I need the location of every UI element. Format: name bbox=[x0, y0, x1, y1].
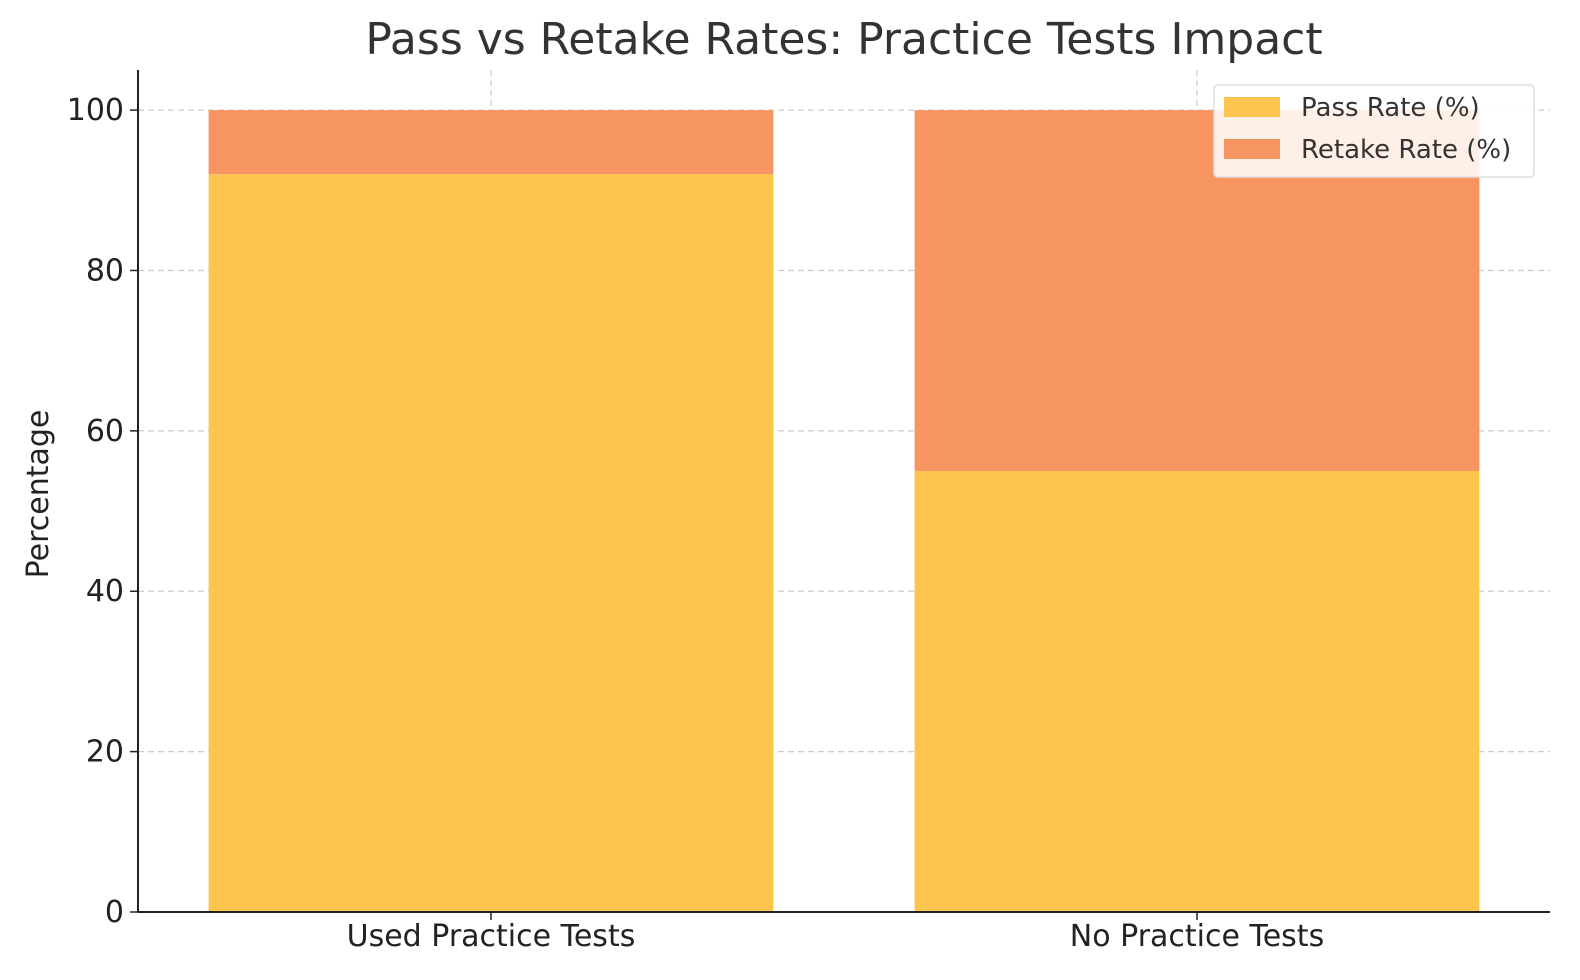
y-tick-label: 40 bbox=[86, 574, 124, 609]
y-tick-label: 100 bbox=[67, 93, 124, 128]
y-tick-label: 20 bbox=[86, 735, 124, 770]
x-tick-label: No Practice Tests bbox=[1070, 919, 1324, 954]
y-axis-label: Percentage bbox=[21, 410, 56, 579]
bars bbox=[208, 110, 1480, 912]
legend-label-retake: Retake Rate (%) bbox=[1301, 135, 1511, 165]
y-tick-label: 0 bbox=[105, 895, 124, 930]
legend-swatch-retake bbox=[1224, 139, 1280, 159]
bar-retake-used-practice[interactable] bbox=[208, 110, 774, 175]
legend-box bbox=[1213, 84, 1535, 178]
x-tick-label: Used Practice Tests bbox=[347, 919, 636, 954]
chart-title: Pass vs Retake Rates: Practice Tests Imp… bbox=[365, 14, 1322, 65]
legend-label-pass: Pass Rate (%) bbox=[1301, 93, 1480, 123]
bar-pass-used-practice[interactable] bbox=[208, 174, 774, 912]
legend[interactable]: Pass Rate (%) Retake Rate (%) bbox=[1213, 84, 1535, 178]
legend-swatch-pass bbox=[1224, 97, 1280, 117]
y-tick-label: 80 bbox=[86, 253, 124, 288]
axes: 0 20 40 60 80 100 Used Practice Tests No Practi… bbox=[67, 70, 1550, 954]
bar-pass-no-practice[interactable] bbox=[914, 470, 1480, 912]
y-tick-label: 60 bbox=[86, 414, 124, 449]
